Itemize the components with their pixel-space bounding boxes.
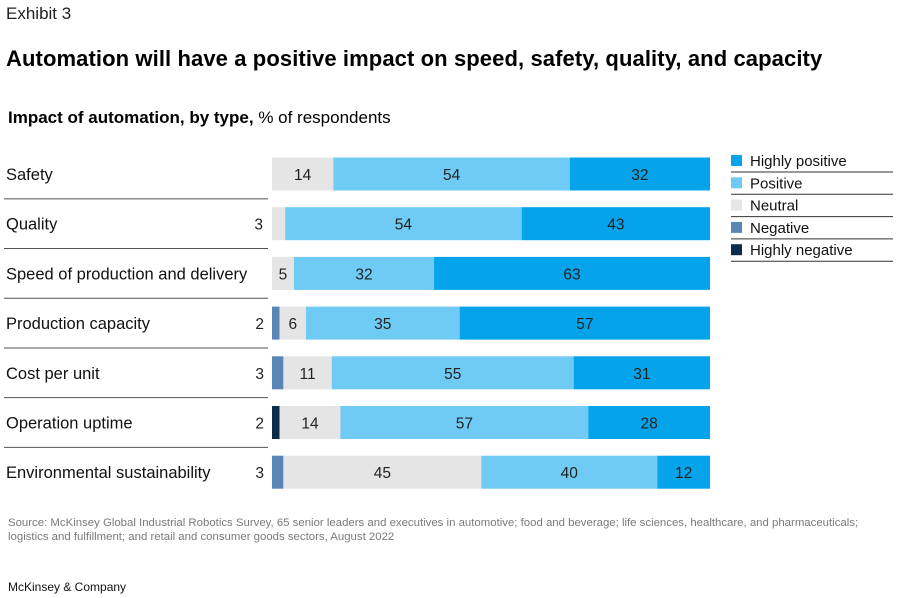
value-label-neutral-production-capacity: 6 [288, 316, 297, 333]
value-label-neutral-speed-of-production-and-delivery: 5 [279, 266, 288, 283]
bar-neutral-safety [272, 157, 334, 191]
bar-neutral-cost-per-unit [283, 356, 332, 390]
bar-neutral-environmental-sustainability [283, 455, 482, 489]
category-label-cost-per-unit: Cost per unit [6, 365, 100, 383]
category-label-production-capacity: Production capacity [6, 315, 151, 333]
value-label-positive-quality: 54 [395, 217, 413, 234]
legend-label-highly-negative: Highly negative [750, 242, 853, 259]
bar-positive-production-capacity [305, 306, 460, 340]
bar-positive-operation-uptime [340, 406, 589, 439]
value-label-negative-production-capacity: 2 [255, 316, 264, 333]
value-label-positive-environmental-sustainability: 40 [561, 465, 579, 482]
legend-label-negative: Negative [750, 220, 809, 237]
subtitle-strong: Impact of automation, by type, [8, 108, 254, 127]
bar-highly-positive-speed-of-production-and-delivery [434, 256, 710, 290]
bar-highly-positive-quality [521, 207, 710, 241]
value-label-neutral-operation-uptime: 14 [301, 416, 319, 433]
bar-highly-negative-operation-uptime [272, 406, 280, 439]
value-label-neutral-cost-per-unit: 11 [300, 366, 316, 383]
value-label-neutral-environmental-sustainability: 45 [374, 465, 391, 482]
bar-neutral-speed-of-production-and-delivery [272, 256, 294, 290]
legend-label-highly-positive: Highly positive [750, 153, 847, 170]
bar-highly-positive-safety [569, 157, 710, 191]
value-label-positive-safety: 54 [443, 167, 461, 184]
value-label-positive-production-capacity: 35 [374, 316, 391, 333]
legend-swatch-neutral [731, 199, 742, 211]
bar-negative-cost-per-unit [272, 356, 284, 390]
bar-positive-cost-per-unit [331, 356, 574, 390]
value-label-highly-negative-operation-uptime: 2 [255, 416, 264, 433]
category-label-environmental-sustainability: Environmental sustainability [6, 464, 211, 482]
legend-swatch-negative [731, 221, 742, 233]
value-label-highly-positive-quality: 43 [607, 217, 624, 234]
subtitle-unit: % of respondents [253, 108, 391, 127]
value-label-highly-positive-cost-per-unit: 31 [633, 366, 650, 383]
bar-neutral-production-capacity [279, 306, 306, 340]
bar-positive-environmental-sustainability [481, 455, 658, 489]
bar-negative-production-capacity [272, 306, 280, 340]
value-label-highly-positive-speed-of-production-and-delivery: 63 [563, 266, 580, 283]
bar-negative-environmental-sustainability [272, 455, 284, 489]
value-label-negative-cost-per-unit: 3 [255, 366, 264, 383]
value-label-highly-positive-environmental-sustainability: 12 [675, 465, 692, 482]
value-label-neutral-quality: 3 [254, 217, 263, 234]
bar-positive-speed-of-production-and-delivery [293, 256, 435, 290]
category-label-safety: Safety [6, 166, 54, 184]
bar-highly-positive-production-capacity [459, 306, 710, 340]
value-label-neutral-safety: 14 [294, 167, 312, 184]
value-label-positive-cost-per-unit: 55 [444, 366, 461, 383]
bar-highly-positive-environmental-sustainability [657, 455, 710, 489]
category-label-speed-of-production-and-delivery: Speed of production and delivery [6, 265, 248, 283]
bar-neutral-operation-uptime [279, 406, 341, 439]
category-label-operation-uptime: Operation uptime [6, 415, 133, 433]
bar-positive-safety [333, 157, 570, 191]
legend-label-positive: Positive [750, 175, 803, 192]
value-label-highly-positive-operation-uptime: 28 [641, 416, 658, 433]
source-note: Source: McKinsey Global Industrial Robot… [8, 517, 859, 543]
bar-positive-quality [285, 207, 522, 241]
legend-label-neutral: Neutral [750, 198, 798, 215]
brand-footer: McKinsey & Company [8, 580, 127, 594]
legend-swatch-highly-negative [731, 244, 742, 256]
value-label-positive-speed-of-production-and-delivery: 32 [355, 266, 372, 283]
value-label-negative-environmental-sustainability: 3 [255, 465, 264, 482]
value-label-positive-operation-uptime: 57 [456, 416, 473, 433]
value-label-highly-positive-production-capacity: 57 [576, 316, 593, 333]
legend-swatch-highly-positive [731, 155, 742, 166]
chart-subtitle: Impact of automation, by type, % of resp… [8, 108, 391, 128]
exhibit-label: Exhibit 3 [6, 4, 72, 23]
bar-neutral-quality [272, 207, 286, 241]
legend-swatch-positive [731, 177, 742, 189]
bar-highly-positive-cost-per-unit [573, 356, 710, 390]
value-label-highly-positive-safety: 32 [631, 167, 648, 184]
category-label-quality: Quality [6, 216, 58, 234]
chart-title: Automation will have a positive impact o… [6, 46, 823, 71]
bar-highly-positive-operation-uptime [588, 406, 710, 439]
